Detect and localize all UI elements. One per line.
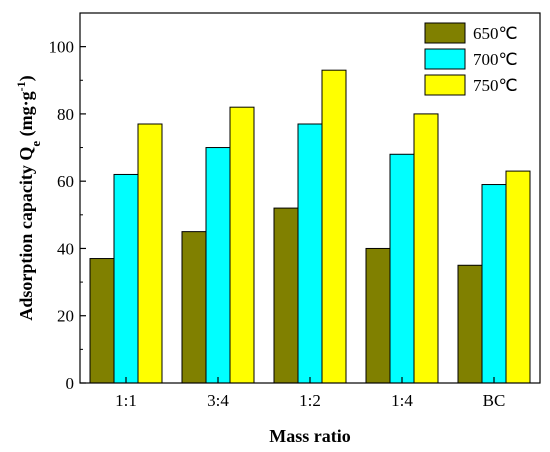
y-axis-title: Adsorption capacity Qe (mg·g-1)	[14, 75, 43, 320]
x-tick-label: 1:4	[391, 391, 413, 410]
bar-1-4-series-1	[389, 153, 415, 384]
x-ticks-group: 1:1 3:4 1:2 1:4 BC	[115, 377, 505, 410]
bar-1-4-series-0	[365, 247, 391, 384]
bar-1-2-series-2	[321, 69, 347, 384]
x-tick-label: BC	[483, 391, 506, 410]
x-tick-label: 1:2	[299, 391, 321, 410]
y-ticks-group: 0 20 40 60 80 100	[49, 38, 86, 393]
bar-3-4-series-0	[181, 231, 207, 384]
y-axis-title-sub: e	[28, 141, 43, 147]
bar-1-1-series-2	[137, 123, 163, 384]
bar-BC-series-1	[481, 184, 507, 384]
y-axis-title-main: Adsorption capacity Q	[16, 147, 36, 321]
x-tick-label: 3:4	[207, 391, 229, 410]
legend-label-1: 700℃	[473, 50, 518, 69]
bars-group	[89, 69, 531, 384]
legend-label-0: 650℃	[473, 24, 518, 43]
bar-1-2-series-0	[273, 207, 299, 384]
bar-BC-series-0	[457, 264, 483, 384]
legend-swatch-2	[424, 74, 466, 96]
bar-1-1-series-1	[113, 173, 139, 384]
y-tick-label: 0	[66, 374, 75, 393]
y-tick-label: 40	[57, 239, 74, 258]
bar-1-2-series-1	[297, 123, 323, 384]
y-tick-label: 60	[57, 172, 74, 191]
bar-3-4-series-1	[205, 147, 231, 384]
y-tick-label: 100	[49, 38, 75, 57]
legend-label-2: 750℃	[473, 76, 518, 95]
x-tick-label: 1:1	[115, 391, 137, 410]
y-axis-title-unit-close: )	[16, 75, 37, 81]
y-tick-label: 20	[57, 307, 74, 326]
y-axis-title-unit-sup: -1	[14, 81, 28, 91]
bar-3-4-series-2	[229, 106, 255, 384]
bar-BC-series-2	[505, 170, 531, 384]
x-axis-title: Mass ratio	[269, 426, 350, 446]
legend-swatch-0	[424, 22, 466, 44]
legend: 650℃ 700℃ 750℃	[424, 22, 518, 96]
y-axis-title-unit-open: (mg·g	[16, 91, 37, 141]
bar-1-4-series-2	[413, 113, 439, 384]
bar-1-1-series-0	[89, 258, 115, 384]
y-tick-label: 80	[57, 105, 74, 124]
legend-swatch-1	[424, 48, 466, 70]
